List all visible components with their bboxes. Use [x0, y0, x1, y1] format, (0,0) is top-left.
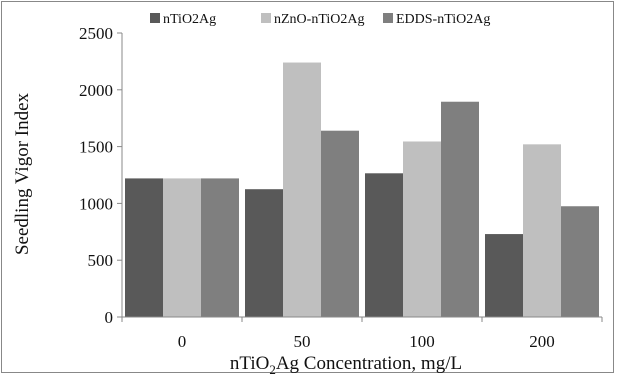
legend-label-EDDS-nTiO2Ag: EDDS-nTiO2Ag — [396, 12, 490, 27]
legend-swatch-nTiO2Ag — [150, 13, 160, 23]
x-axis-title-subscript: 2 — [269, 362, 276, 376]
x-tick-label: 100 — [409, 332, 435, 351]
legend: nTiO2Ag nZnO-nTiO2Ag EDDS-nTiO2Ag — [150, 12, 490, 27]
y-tick-label: 2000 — [79, 81, 113, 100]
bar-nZnO-nTiO2Ag-0 — [163, 178, 201, 317]
y-tick-label: 1500 — [79, 138, 113, 157]
y-axis-title: Seedling Vigor Index — [12, 92, 33, 255]
x-axis-title: nTiO2Ag Concentration, mg/L — [230, 353, 462, 376]
bar-nTiO2Ag-200 — [485, 234, 523, 317]
y-tick-label: 0 — [105, 308, 114, 327]
y-axis-ticks: 0 500 1000 1500 2000 2500 — [79, 24, 122, 327]
x-axis-ticks: 0 50 100 200 — [121, 317, 603, 351]
y-tick-label: 500 — [88, 251, 114, 270]
x-tick-label: 0 — [178, 332, 187, 351]
bar-nZnO-nTiO2Ag-200 — [523, 144, 561, 317]
x-tick-label: 200 — [529, 332, 555, 351]
x-axis-title-rest: Ag Concentration, mg/L — [276, 353, 462, 374]
bar-nTiO2Ag-0 — [125, 178, 163, 317]
bar-nZnO-nTiO2Ag-100 — [403, 141, 441, 317]
x-tick-label: 50 — [294, 332, 311, 351]
bar-EDDS-nTiO2Ag-200 — [561, 206, 599, 317]
bar-EDDS-nTiO2Ag-100 — [441, 101, 479, 317]
bars — [125, 62, 599, 318]
legend-label-nTiO2Ag: nTiO2Ag — [163, 12, 216, 27]
legend-label-nZnO-nTiO2Ag: nZnO-nTiO2Ag — [274, 12, 365, 27]
y-tick-label: 2500 — [79, 24, 113, 43]
bar-EDDS-nTiO2Ag-50 — [321, 130, 359, 317]
legend-swatch-nZnO-nTiO2Ag — [261, 13, 271, 23]
y-tick-label: 1000 — [79, 194, 113, 213]
bar-nZnO-nTiO2Ag-50 — [283, 62, 321, 318]
bar-nTiO2Ag-100 — [365, 173, 403, 317]
bar-nTiO2Ag-50 — [245, 189, 283, 317]
legend-swatch-EDDS-nTiO2Ag — [383, 13, 393, 23]
bar-EDDS-nTiO2Ag-0 — [201, 178, 239, 317]
x-axis-title-main: nTiO — [230, 353, 269, 374]
